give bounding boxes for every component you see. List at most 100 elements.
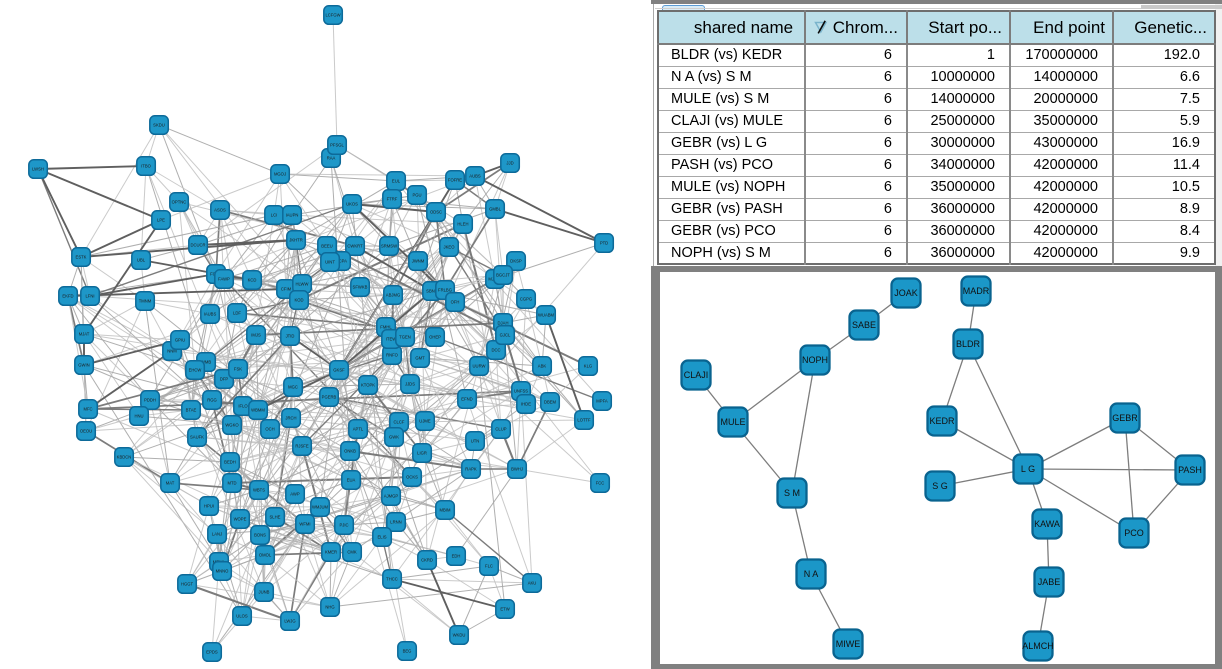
svg-text:ODSC: ODSC [430,210,442,215]
svg-text:IAUPN: IAUPN [286,213,299,218]
svg-text:BEDH: BEDH [224,460,236,465]
svg-text:IFLO: IFLO [238,404,248,409]
svg-text:ITEW: ITEW [386,337,397,342]
svg-text:OMOL: OMOL [259,553,272,558]
svg-text:KOD: KOD [294,298,303,303]
svg-text:BONS: BONS [254,533,266,538]
svg-text:EDH: EDH [452,554,461,559]
svg-text:CWKRT: CWKRT [347,244,363,249]
svg-text:WMJUM: WMJUM [312,505,329,510]
svg-text:TMNM: TMNM [139,299,152,304]
svg-text:OHEP: OHEP [429,335,441,340]
svg-text:PCO: PCO [1124,528,1144,538]
svg-text:EUL: EUL [392,179,401,184]
svg-text:HLEH: HLEH [457,222,468,227]
svg-text:DCUCR: DCUCR [190,243,205,248]
svg-text:FMHL: FMHL [380,325,392,330]
svg-text:AJMGP: AJMGP [384,494,399,499]
svg-text:RGG: RGG [207,398,217,403]
svg-text:L G: L G [1021,464,1035,474]
svg-text:ABK: ABK [538,364,547,369]
svg-text:SLHE: SLHE [270,515,281,520]
svg-text:JKHTR: JKHTR [289,238,303,243]
svg-text:MFC: MFC [83,407,92,412]
svg-text:UINT: UINT [325,260,335,265]
svg-text:MGC: MGC [288,385,298,390]
svg-text:WMB: WMB [201,360,211,365]
svg-text:BGCJT: BGCJT [496,273,510,278]
svg-text:LFNI: LFNI [85,294,94,299]
svg-text:WBMM: WBMM [251,408,265,413]
svg-text:JWNM: JWNM [412,259,425,264]
svg-text:MGOJ: MGOJ [274,172,286,177]
svg-text:UJME: UJME [419,419,431,424]
svg-text:WBTS: WBTS [253,488,265,493]
svg-text:GMT: GMT [415,356,425,361]
svg-text:EHCW: EHCW [189,368,202,373]
svg-text:JOAK: JOAK [894,288,918,298]
svg-text:LPE: LPE [157,218,165,223]
svg-text:RAPK: RAPK [465,467,477,472]
svg-text:GWIN: GWIN [78,363,89,368]
svg-text:OCKS: OCKS [406,475,418,480]
svg-text:OPTNC: OPTNC [172,200,187,205]
svg-text:S M: S M [784,488,800,498]
svg-text:PDDH: PDDH [144,398,156,403]
svg-text:MAT: MAT [166,481,175,486]
svg-text:IHDE: IHDE [521,402,531,407]
svg-text:MIWE: MIWE [836,639,861,649]
svg-text:ITBO: ITBO [141,164,152,169]
svg-text:SAUFK: SAUFK [190,435,204,440]
svg-text:BLDR: BLDR [956,339,981,349]
svg-text:ESTK: ESTK [76,255,87,260]
svg-text:RNFO: RNFO [386,353,399,358]
svg-text:ULOS: ULOS [236,614,248,619]
svg-text:ASOS: ASOS [214,208,226,213]
svg-text:SBNR: SBNR [426,289,438,294]
svg-text:ALMCH: ALMCH [1022,641,1054,651]
svg-text:UURW: UURW [473,364,486,369]
svg-text:HPUI: HPUI [204,504,214,509]
svg-text:DBEM: DBEM [544,400,557,405]
svg-text:GPIU: GPIU [175,338,185,343]
svg-text:FLC: FLC [485,564,493,569]
svg-text:MBIM: MBIM [440,508,451,513]
svg-text:WFMI: WFMI [299,522,310,527]
svg-text:PGU: PGU [412,193,421,198]
svg-text:KLG: KLG [584,364,592,369]
svg-text:UKOS: UKOS [346,202,358,207]
svg-text:JTID: JTID [286,334,295,339]
svg-text:RJSFE: RJSFE [295,444,308,449]
svg-text:GJCL: GJCL [500,333,511,338]
svg-text:GKSF: GKSF [333,368,345,373]
svg-text:HGGT: HGGT [181,582,194,587]
svg-text:AKU: AKU [528,581,537,586]
svg-text:PASH: PASH [1178,465,1202,475]
svg-text:PGERB: PGERB [322,395,337,400]
svg-text:IAUBS: IAUBS [204,312,217,317]
svg-text:SRMSW: SRMSW [381,244,397,249]
svg-text:PJIC: PJIC [339,523,348,528]
svg-text:FAWP: FAWP [218,277,230,282]
svg-text:GWK: GWK [389,435,399,440]
svg-text:EUA: EUA [347,478,356,483]
svg-text:KMER: KMER [325,550,337,555]
svg-text:CLCF: CLCF [394,420,405,425]
svg-text:UTN: UTN [471,439,480,444]
svg-text:WUABM: WUABM [538,313,555,318]
svg-text:TGEN: TGEN [399,335,411,340]
svg-text:LIGR: LIGR [417,451,427,456]
svg-text:JKEO: JKEO [444,245,456,250]
svg-text:AUBS: AUBS [469,174,481,179]
svg-text:WOPE: WOPE [234,517,247,522]
svg-text:CGPG: CGPG [520,297,532,302]
svg-text:LRNN: LRNN [390,520,401,525]
svg-text:DFP: DFP [220,377,229,382]
svg-text:LOTTF: LOTTF [577,418,591,423]
svg-text:S G: S G [932,481,948,491]
svg-text:GMBL: GMBL [489,207,502,212]
svg-text:LCFGW: LCFGW [325,13,340,18]
svg-text:JJD: JJD [506,161,513,166]
svg-text:LWSH: LWSH [32,167,44,172]
svg-text:SFWKB: SFWKB [353,285,368,290]
